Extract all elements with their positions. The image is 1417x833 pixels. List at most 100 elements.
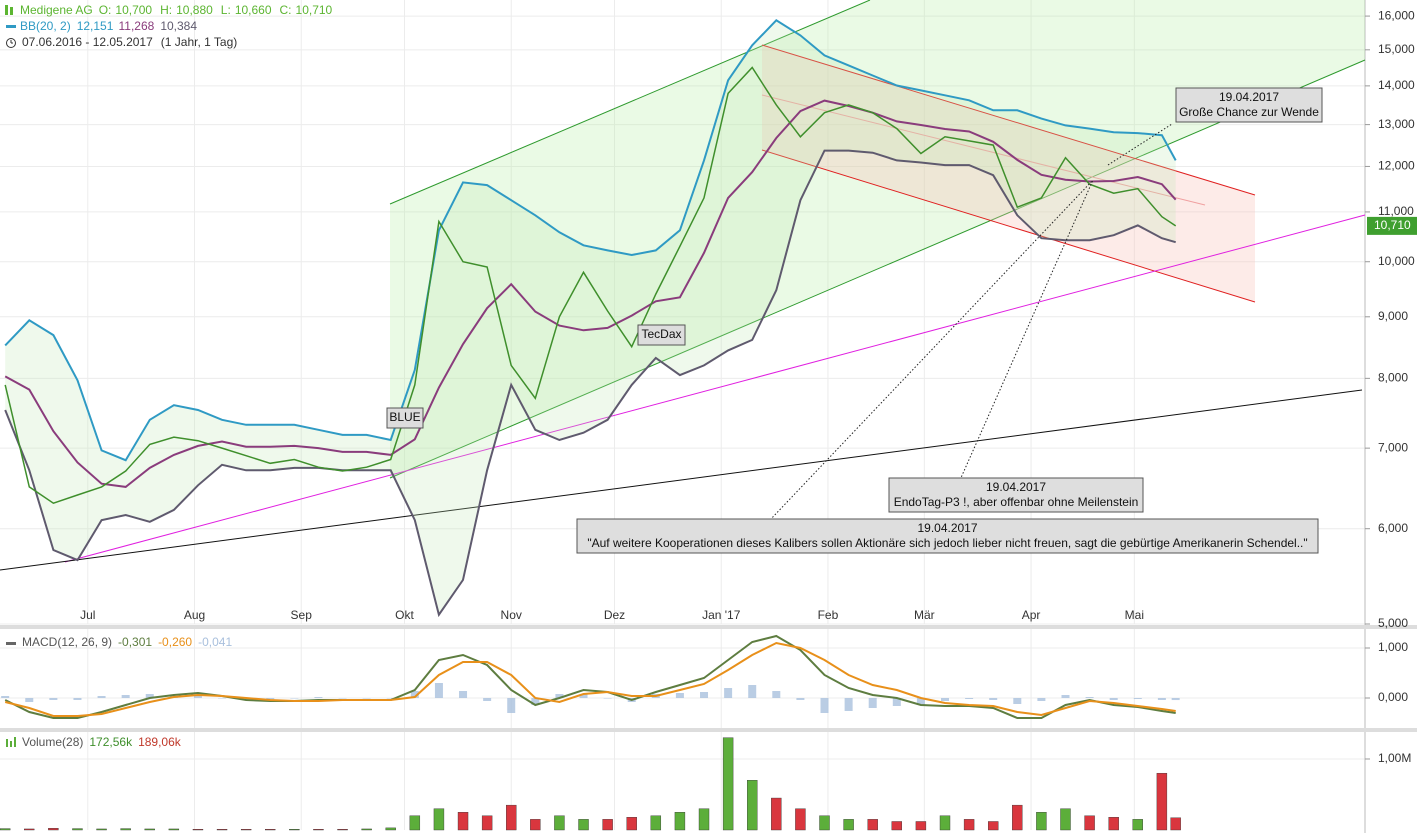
legend-line: BB(20, 2) 12,151 11,268 10,384 [20,19,197,33]
volume-bar [963,819,975,831]
y-tick-label: 10,000 [1378,254,1415,268]
volume-bar [1132,819,1143,831]
histogram-bar [266,698,275,699]
histogram-bar [700,692,709,698]
band-line [4,19,1177,462]
legend-icon [10,7,13,15]
x-tick-label: Aug [184,608,205,622]
legend-icon [5,5,8,15]
histogram-bar [25,698,34,702]
y-tick-label: 1,00M [1378,751,1411,765]
volume-bar [578,819,589,831]
histogram-bar [1013,698,1022,704]
separator [0,728,1417,732]
legend-value: 12,151 [77,19,114,33]
leader-line [769,179,1094,521]
legend-icon [6,642,16,645]
volume-bar [1108,817,1119,831]
histogram-bar [507,698,516,713]
x-tick-label: Sep [291,608,313,622]
volume-bar [795,808,806,831]
annotation-date: 19.04.2017 [986,480,1046,494]
leader-line [1107,123,1173,166]
histogram-bar [1037,698,1046,701]
y-tick-label: 9,000 [1378,309,1408,323]
histogram-bar [965,698,974,699]
volume-bar [1156,772,1168,831]
histogram-bar [290,698,299,699]
price-tag-label: 10,710 [1374,218,1411,232]
histogram-bar [410,691,419,698]
volume-bar [96,828,107,831]
volume-bar [1084,815,1095,831]
x-tick-label: Mär [914,608,935,622]
marker-label: BLUE [389,410,420,424]
volume-bar [915,821,927,831]
macd-line [4,641,1176,717]
y-tick-label: 11,000 [1378,204,1414,218]
y-tick-label: 6,000 [1378,521,1408,535]
legend-line: 07.06.2016 - 12.05.2017 (1 Jahr, 1 Tag) [22,35,237,49]
histogram-bar [796,698,805,700]
histogram-bar [97,696,106,698]
histogram-bar [483,698,492,701]
histogram-bar [1109,698,1118,700]
x-tick-label: Mai [1125,608,1144,622]
y-tick-label: 15,000 [1378,42,1415,56]
legend-icon [6,38,16,48]
histogram-bar [338,698,347,699]
histogram-bar [603,698,612,699]
volume-bar [843,819,854,831]
histogram-bar [145,694,154,698]
band-fill [5,20,1176,615]
legend-icon [6,739,8,747]
annotation-text: Große Chance zur Wende [1179,105,1319,119]
trend-line [389,59,1366,479]
trend-line [0,389,1363,571]
histogram-bar [820,698,829,713]
y-tick-label: 12,000 [1378,159,1415,173]
legend-icon [10,741,12,747]
volume-bar [433,808,445,831]
marker-box [386,407,424,429]
trend-line [761,149,1256,303]
volume-bar [385,827,396,831]
leader-line [959,179,1094,481]
volume-bar [192,829,204,831]
trend-line [389,0,871,205]
period: 07.06.2016 - 12.05.2017 [22,35,153,49]
volume-bar [650,815,662,831]
legend-value: 189,06k [138,735,182,749]
volume-bar [771,797,782,831]
histogram-bar [459,691,468,698]
volume-bar [722,737,734,831]
histogram-bar [1061,695,1070,698]
period-note: (1 Jahr, 1 Tag) [161,35,238,49]
volume-bar [698,808,710,831]
histogram-bar [675,693,684,698]
annotation-date: 19.04.2017 [1219,90,1279,104]
annotation-text: "Auf weitere Kooperationen dieses Kalibe… [587,536,1307,550]
histogram-bar [1,696,10,698]
x-tick-label: Okt [395,608,414,622]
trend-line [761,94,1206,206]
ohlc-value: 10,700 [115,3,152,17]
y-tick-label: 0,000 [1378,690,1408,704]
histogram-bar [579,694,588,698]
annotation-box [576,518,1319,554]
histogram-bar [748,685,757,698]
legend-value: 11,268 [119,19,155,33]
legend-icon [6,25,16,28]
histogram-bar [362,698,371,699]
legend-value: 10,384 [160,19,197,33]
histogram-bar [1085,697,1094,698]
x-tick-label: Feb [818,608,839,622]
volume-bar [530,819,541,831]
ohlc-label: L: [221,3,231,17]
histogram-bar [73,698,82,700]
histogram-bar [1133,698,1142,699]
price-line [4,66,1177,505]
volume-bar [0,828,11,831]
price-tag [1367,216,1417,235]
y-tick-label: 13,000 [1378,117,1415,131]
